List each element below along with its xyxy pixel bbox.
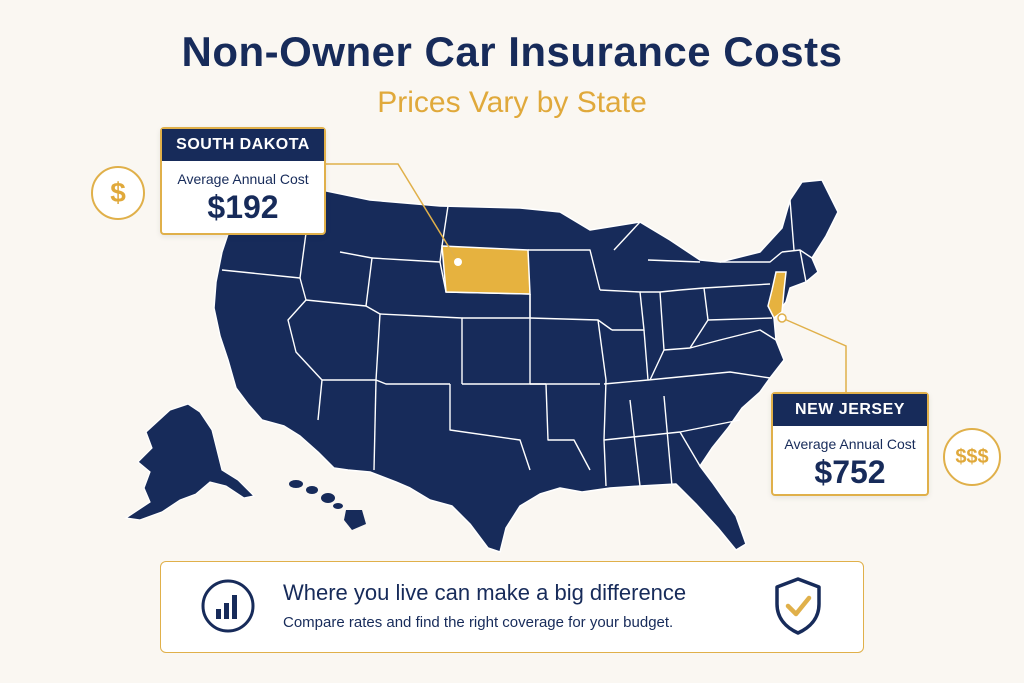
alaska-state (124, 403, 256, 521)
shield-check-icon (775, 577, 821, 635)
banner-subtext: Compare rates and find the right coverag… (283, 614, 674, 631)
callout-value: $192 (207, 189, 279, 225)
new-jersey-state (767, 271, 787, 320)
page-subtitle: Prices Vary by State (377, 86, 647, 119)
dollar-icon: $ (91, 166, 145, 220)
callout-state-name: SOUTH DAKOTA (162, 129, 324, 161)
south-dakota-callout: SOUTH DAKOTA Average Annual Cost $192 (160, 127, 326, 235)
south-dakota-marker (454, 258, 462, 266)
callout-caption: Average Annual Cost (784, 436, 916, 452)
us-mainland (213, 179, 839, 553)
callout-value: $752 (814, 454, 886, 490)
callout-caption: Average Annual Cost (177, 171, 309, 187)
bar-chart-icon (201, 579, 255, 633)
triple-dollar-icon: $$$ (943, 428, 1001, 486)
banner-headline: Where you live can make a big difference (283, 580, 687, 605)
new-jersey-marker (777, 313, 787, 323)
hawaii-state (289, 480, 366, 530)
info-banner: Where you live can make a big difference… (160, 561, 864, 653)
page-title: Non-Owner Car Insurance Costs (181, 28, 843, 75)
new-jersey-callout: NEW JERSEY Average Annual Cost $752 (771, 392, 929, 496)
callout-state-name: NEW JERSEY (773, 394, 927, 426)
south-dakota-state (441, 245, 531, 295)
leader-lines (322, 163, 847, 394)
